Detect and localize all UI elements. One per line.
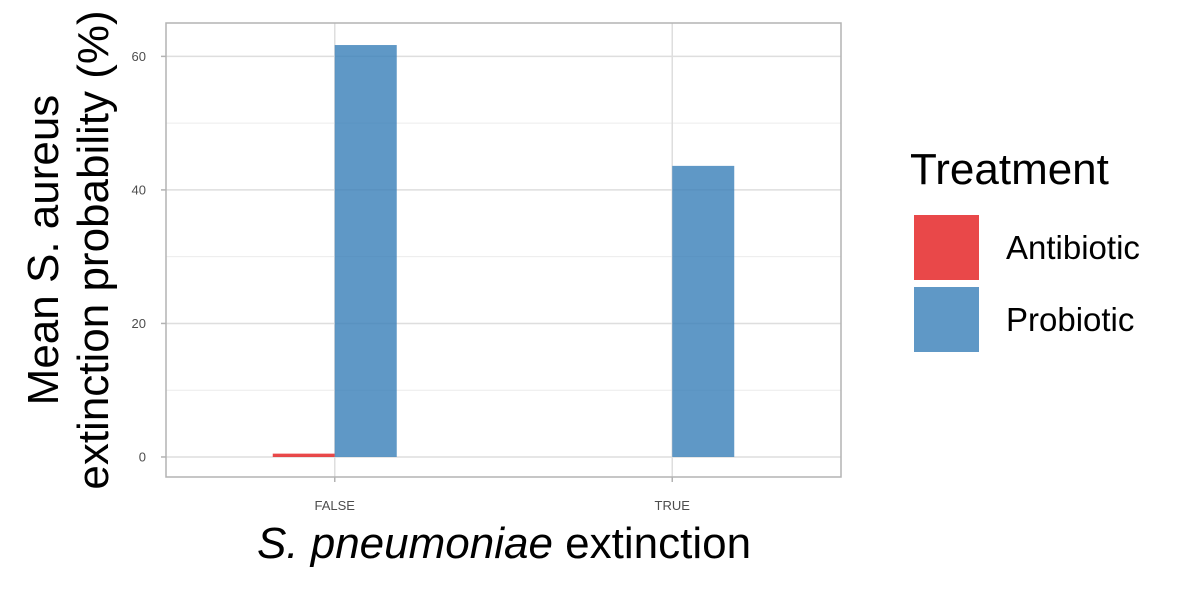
x-ticks: FALSE TRUE	[315, 477, 691, 513]
x-tick-label: FALSE	[315, 498, 356, 513]
major-gridlines	[166, 23, 841, 477]
panel-border	[165, 22, 842, 478]
bars	[272, 45, 735, 457]
y-axis-title-line2: extinction probability (%)	[69, 10, 118, 489]
bar-probiotic-true	[672, 165, 735, 457]
legend-key-probiotic	[914, 287, 979, 352]
y-axis-title-line1: Mean S. aureus	[19, 95, 68, 406]
legend-title: Treatment	[910, 145, 1109, 194]
y-tick-label: 60	[132, 49, 146, 64]
y-tick-label: 40	[132, 182, 146, 197]
y-tick-label: 0	[139, 449, 146, 464]
x-axis-title: S. pneumoniae extinction	[257, 519, 751, 568]
legend-label-antibiotic: Antibiotic	[1006, 229, 1140, 266]
legend-key-antibiotic	[914, 215, 979, 280]
y-tick-label: 20	[132, 316, 146, 331]
x-axis-title-italic: S. pneumoniae	[257, 519, 553, 568]
bar-probiotic-false	[334, 45, 397, 457]
bar-antibiotic-false	[272, 453, 335, 457]
legend-label-probiotic: Probiotic	[1006, 301, 1134, 338]
y-axis-title: Mean S. aureus extinction probability (%…	[19, 10, 118, 489]
x-tick-label: TRUE	[655, 498, 691, 513]
legend: Treatment Antibiotic Probiotic	[910, 145, 1140, 353]
minor-gridlines	[166, 122, 841, 391]
y-ticks: 0 20 40 60	[132, 49, 166, 464]
x-axis-title-rest: extinction	[553, 519, 751, 568]
